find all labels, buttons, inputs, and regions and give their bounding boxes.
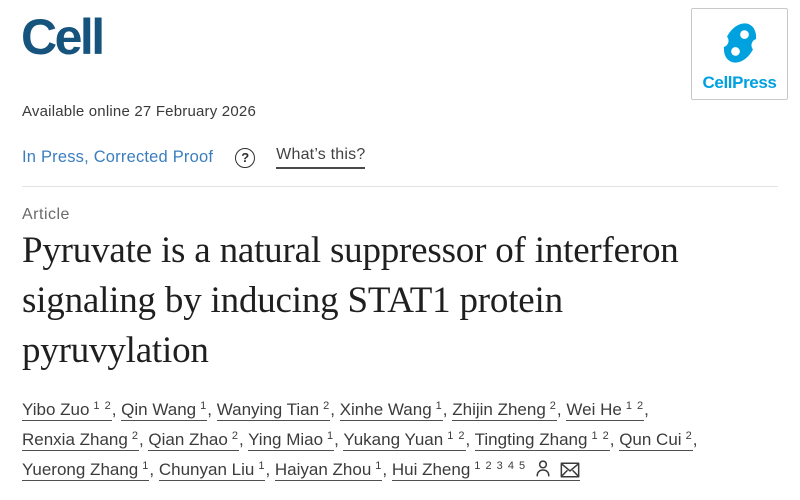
author-name: Qun Cui — [619, 430, 682, 449]
author-affiliation-sup: 1 — [435, 400, 443, 412]
cell-journal-logo[interactable]: Cell — [21, 9, 105, 65]
author-affiliation-sup: 1 2 — [591, 430, 610, 442]
author-affiliation-sup: 2 — [685, 430, 693, 442]
author-name: Ying Miao — [248, 430, 324, 449]
author-link[interactable]: Wei He 1 2 — [566, 400, 645, 421]
author-separator: , — [556, 400, 567, 419]
author-affiliation-sup: 1 2 3 4 5 — [474, 460, 527, 472]
author-link[interactable]: Yukang Yuan 1 2 — [343, 430, 466, 451]
author-name: Haiyan Zhou — [274, 460, 372, 479]
author-separator: , — [609, 430, 620, 449]
author-separator: , — [692, 430, 698, 449]
author-name: Xinhe Wang — [339, 400, 432, 419]
author-name: Zhijin Zheng — [452, 400, 546, 419]
author-separator: , — [330, 400, 340, 419]
article-type-label: Article — [22, 206, 70, 223]
author-name: Renxia Zhang — [22, 430, 128, 449]
status-row: In Press, Corrected Proof ? What’s this? — [22, 146, 366, 169]
author-name: Wanying Tian — [216, 400, 320, 419]
author-affiliation-sup: 2 — [323, 400, 331, 412]
author-name: Yibo Zuo — [22, 400, 90, 419]
author-name: Qian Zhao — [148, 430, 228, 449]
author-affiliation-sup: 1 2 — [93, 400, 112, 412]
author-name: Yukang Yuan — [343, 430, 444, 449]
author-link[interactable]: Xinhe Wang 1 — [339, 400, 443, 421]
envelope-icon[interactable] — [560, 462, 580, 478]
author-name: Tingting Zhang — [474, 430, 588, 449]
author-affiliation-sup: 1 — [142, 460, 150, 472]
author-separator: , — [238, 430, 249, 449]
author-list: Yibo Zuo 1 2, Qin Wang 1, Wanying Tian 2, X… — [22, 395, 734, 485]
article-title: Pyruvate is a natural suppressor of inte… — [22, 230, 679, 371]
author-affiliation-sup: 1 — [258, 460, 266, 472]
author-link[interactable]: Wanying Tian 2 — [216, 400, 331, 421]
author-affiliation-sup: 1 — [375, 460, 383, 472]
author-link[interactable]: Renxia Zhang 2 — [22, 430, 139, 451]
author-affiliation-sup: 1 2 — [447, 430, 466, 442]
author-separator: , — [334, 430, 344, 449]
author-separator: , — [138, 430, 149, 449]
author-separator: , — [465, 430, 475, 449]
author-separator: , — [265, 460, 275, 479]
author-affiliation-sup: 2 — [131, 430, 139, 442]
author-affiliation-sup: 1 — [327, 430, 335, 442]
author-name: Qin Wang — [121, 400, 197, 419]
whats-this-link[interactable]: What’s this? — [276, 146, 366, 169]
author-affiliation-sup: 2 — [549, 400, 557, 412]
author-link[interactable]: Chunyan Liu 1 — [158, 460, 266, 481]
author-separator: , — [442, 400, 453, 419]
author-link[interactable]: Haiyan Zhou 1 — [274, 460, 383, 481]
question-mark-icon[interactable]: ? — [235, 147, 256, 168]
author-name: Chunyan Liu — [158, 460, 255, 479]
author-affiliation-sup: 1 — [200, 400, 208, 412]
author-link[interactable]: Zhijin Zheng 2 — [452, 400, 557, 421]
person-icon[interactable] — [534, 459, 552, 478]
author-separator: , — [149, 460, 159, 479]
divider — [22, 186, 778, 187]
author-link[interactable]: Ying Miao 1 — [248, 430, 335, 451]
author-separator: , — [382, 460, 392, 479]
author-separator: , — [207, 400, 217, 419]
cellpress-logo-box[interactable]: CellPress — [691, 8, 788, 100]
author-affiliation-sup: 2 — [231, 430, 239, 442]
author-name: Wei He — [566, 400, 622, 419]
author-link[interactable]: Tingting Zhang 1 2 — [474, 430, 610, 451]
author-affiliation-sup: 1 2 — [625, 400, 645, 412]
author-link[interactable]: Qian Zhao 2 — [148, 430, 239, 451]
author-link[interactable]: Qun Cui 2 — [619, 430, 693, 451]
cellpress-logo-text: CellPress — [702, 73, 777, 92]
author-link[interactable]: Hui Zheng 1 2 3 4 5 — [391, 459, 581, 481]
author-separator: , — [644, 400, 649, 419]
in-press-status-label: In Press, Corrected Proof — [22, 148, 214, 166]
author-link[interactable]: Qin Wang 1 — [121, 400, 208, 421]
available-online-date: Available online 27 February 2026 — [22, 103, 256, 120]
author-name: Yuerong Zhang — [22, 460, 139, 479]
author-link[interactable]: Yibo Zuo 1 2 — [22, 400, 112, 421]
cellpress-swoosh-icon — [715, 23, 764, 63]
author-name: Hui Zheng — [391, 460, 471, 479]
author-separator: , — [111, 400, 122, 419]
author-link[interactable]: Yuerong Zhang 1 — [22, 460, 150, 481]
